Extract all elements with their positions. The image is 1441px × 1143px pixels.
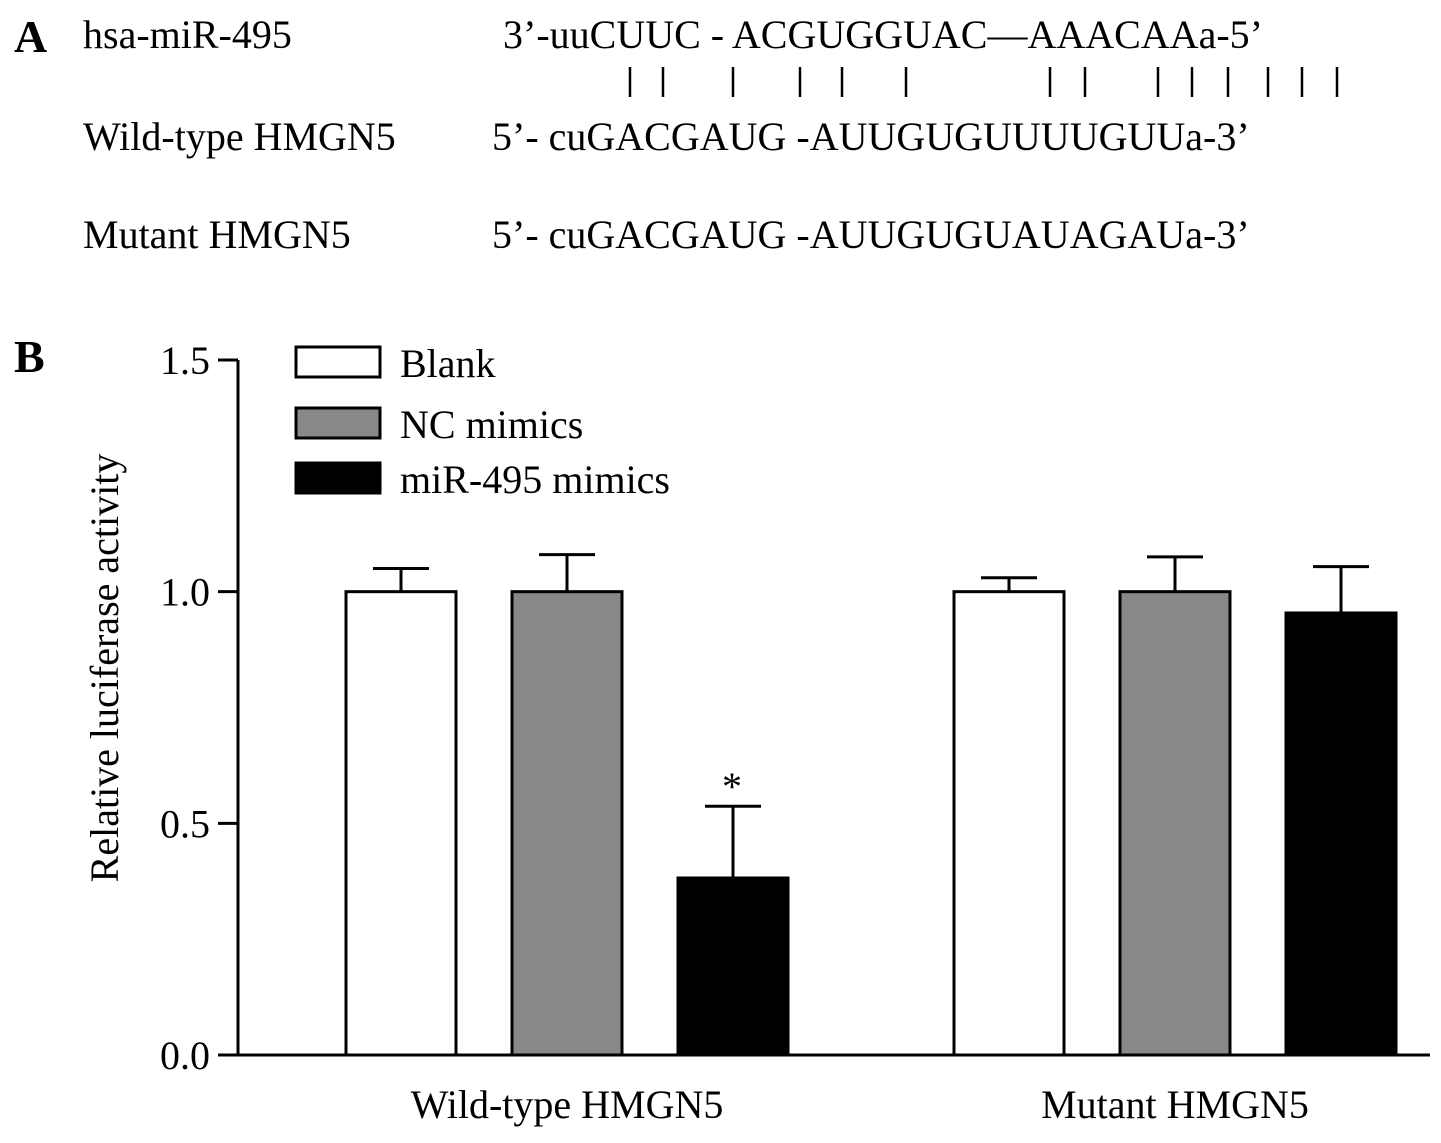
x-tick-label: Mutant HMGN5 <box>1041 1082 1309 1127</box>
row-name: hsa-miR-495 <box>83 12 292 57</box>
panel-label: B <box>14 331 45 382</box>
row-name: Wild-type HMGN5 <box>83 114 396 159</box>
panel-label: A <box>14 11 47 62</box>
legend-label: Blank <box>400 341 496 386</box>
y-tick-label: 0.0 <box>160 1033 210 1078</box>
legend-label: miR-495 mimics <box>400 457 670 502</box>
annotation: * <box>722 764 742 809</box>
bar <box>676 876 790 1057</box>
legend-swatch <box>294 345 382 379</box>
y-tick-label: 0.5 <box>160 801 210 846</box>
row-name: Mutant HMGN5 <box>83 212 351 257</box>
bar <box>510 590 624 1057</box>
bar <box>1118 590 1232 1057</box>
legend-swatch <box>294 461 382 495</box>
sequence: 5’- cuGACGAUG -AUUGUGUUUUGUUa-3’ <box>492 114 1250 159</box>
bar <box>952 590 1066 1057</box>
sequence: 3’-uuCUUC - ACGUGGUAC—AAACAAa-5’ <box>503 12 1263 57</box>
y-axis-label: Relative luciferase activity <box>82 454 127 883</box>
bar <box>1284 611 1398 1057</box>
y-tick-label: 1.0 <box>160 570 210 615</box>
sequence: 5’- cuGACGAUG -AUUGUGUAUAGAUa-3’ <box>492 212 1250 257</box>
legend-label: NC mimics <box>400 402 583 447</box>
legend-swatch <box>294 406 382 440</box>
bar <box>344 590 458 1057</box>
x-tick-label: Wild-type HMGN5 <box>411 1082 724 1127</box>
y-tick-label: 1.5 <box>160 338 210 383</box>
pairing-bars <box>628 67 1339 97</box>
